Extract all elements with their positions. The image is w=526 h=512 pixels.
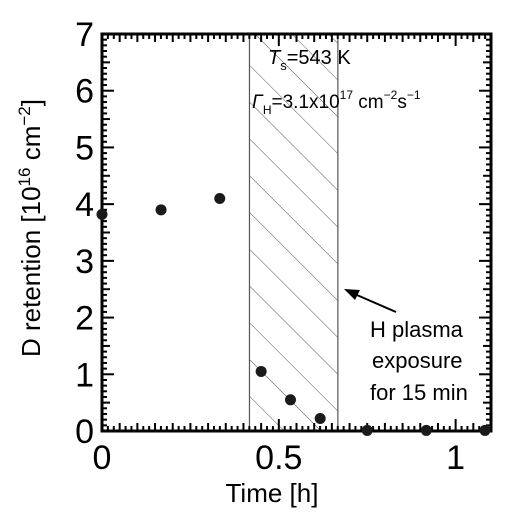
data-point [479, 424, 491, 436]
exposure-shaded-region [249, 34, 338, 431]
data-point [255, 365, 267, 377]
y-tick-label: 2 [75, 300, 94, 338]
y-tick-label: 5 [75, 129, 94, 167]
data-point [155, 204, 167, 216]
data-point [214, 192, 226, 204]
y-tick-label: 7 [75, 16, 94, 54]
x-tick-label: 1 [446, 439, 465, 477]
data-point [284, 394, 296, 406]
exposure-arrow-head [344, 289, 360, 300]
exposure-note-line3: for 15 min [370, 380, 468, 405]
y-tick-label: 0 [75, 413, 94, 451]
y-tick-label: 4 [75, 186, 94, 224]
y-tick-label: 3 [75, 243, 94, 281]
data-points [96, 192, 491, 436]
y-tick-label: 6 [75, 73, 94, 111]
data-point [96, 208, 108, 220]
x-tick-label: 0 [93, 439, 112, 477]
ts-annotation: Ts=543 K [268, 47, 351, 73]
data-point [420, 424, 432, 436]
x-tick-label: 0.5 [255, 439, 302, 477]
exposure-arrow-shaft [349, 291, 397, 313]
flux-annotation: ΓH=3.1x1017 cm−2s−1 [252, 88, 421, 117]
data-point [314, 413, 326, 425]
plot-frame [100, 32, 493, 433]
y-axis-label: D retention [1016 cm−2] [15, 99, 46, 357]
y-tick-label: 1 [75, 356, 94, 394]
data-point [361, 424, 373, 436]
x-axis-label: Time [h] [226, 478, 319, 508]
tick-labels: 0 0.5 1 0 1 2 3 4 5 6 7 [75, 16, 465, 477]
exposure-note-line2: exposure [372, 348, 463, 373]
exposure-note-line1: H plasma [370, 317, 464, 342]
